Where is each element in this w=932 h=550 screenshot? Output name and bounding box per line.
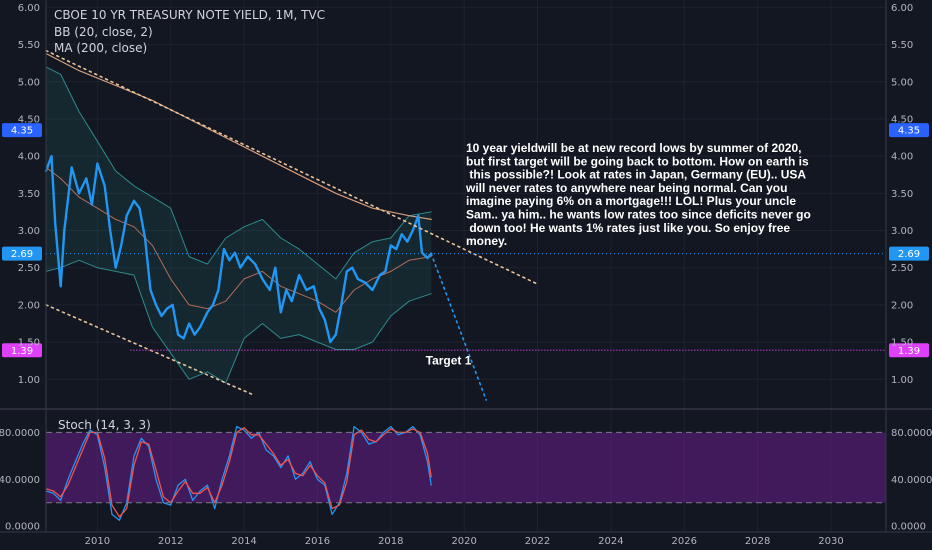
y-tick-label-right: 6.00 — [891, 3, 913, 14]
price-badge-text-left: 2.69 — [11, 249, 33, 260]
y-tick-label-right: 2.00 — [891, 300, 913, 311]
y-tick-label-right: 3.50 — [891, 189, 913, 200]
bollinger-band-area — [46, 66, 432, 384]
x-tick-label: 2012 — [158, 536, 183, 547]
x-tick-label: 2016 — [305, 536, 330, 547]
stoch-d-line — [45, 427, 432, 518]
price-badge-text-right: 4.35 — [898, 126, 920, 137]
series-lines — [44, 52, 433, 521]
bb-lower-line — [45, 259, 432, 384]
chart-title: CBOE 10 YR TREASURY NOTE YIELD, 1M, TVC — [54, 8, 325, 22]
price-line — [44, 155, 433, 344]
annotation-note-line: imagine paying 6% on a mortgage!!! LOL! … — [466, 194, 796, 208]
y-tick-label-left: 6.00 — [18, 3, 40, 14]
bollinger-band-fill — [46, 66, 432, 384]
grid-lines — [46, 0, 886, 532]
annotation-note-line: money. — [466, 234, 507, 248]
y-tick-label-right: 5.50 — [891, 40, 913, 51]
stoch-tick-label-left: 40.0000 — [0, 475, 40, 486]
price-badge-text-right: 1.39 — [898, 346, 920, 357]
price-badge-text-right: 2.69 — [898, 249, 920, 260]
x-tick-label: 2028 — [745, 536, 770, 547]
y-tick-label-left: 1.50 — [18, 338, 40, 349]
price-badge-left — [2, 343, 42, 358]
price-badge-right — [889, 123, 929, 138]
annotation-note[interactable]: 10 year yieldwill be at new record lows … — [465, 141, 811, 248]
projection-line — [430, 252, 487, 401]
y-tick-label-left: 3.50 — [18, 189, 40, 200]
x-tick-label: 2030 — [818, 536, 843, 547]
annotation-note-line: but first target will be going back to b… — [466, 154, 809, 168]
x-tick-label: 2024 — [598, 536, 623, 547]
price-badge-right — [889, 246, 929, 261]
y-tick-label-left: 4.50 — [18, 114, 40, 125]
stochastic-band — [46, 432, 886, 503]
bb-basis-line — [45, 166, 432, 313]
annotation-note-line: Sam.. ya him.. he wants low rates too si… — [466, 208, 811, 222]
y-tick-label-left: 2.50 — [18, 263, 40, 274]
price-badge-text-left: 1.39 — [11, 346, 33, 357]
axes: 6.00 6.00 5.50 5.50 5.00 5.00 4.50 4.50 4.00 4.00… — [0, 3, 932, 547]
y-tick-label-right: 3.00 — [891, 226, 913, 237]
y-tick-label-right: 1.50 — [891, 338, 913, 349]
x-tick-label: 2026 — [672, 536, 697, 547]
x-tick-label: 2020 — [451, 536, 476, 547]
x-tick-label: 2010 — [85, 536, 110, 547]
y-tick-label-right: 4.00 — [891, 152, 913, 163]
y-tick-label-right: 1.00 — [891, 375, 913, 386]
annotation-note-line: 10 year yieldwill be at new record lows … — [466, 141, 801, 155]
price-badge-left — [2, 123, 42, 138]
bb-indicator-label[interactable]: BB (20, close, 2) — [54, 25, 153, 39]
y-tick-label-right: 2.50 — [891, 263, 913, 274]
ma-indicator-label[interactable]: MA (200, close) — [54, 41, 147, 55]
y-tick-label-right: 5.00 — [891, 77, 913, 88]
x-tick-label: 2014 — [231, 536, 256, 547]
annotation-note-line: will never rates to anywhere near being … — [465, 181, 787, 195]
y-tick-label-right: 4.50 — [891, 114, 913, 125]
price-badge-text-left: 4.35 — [11, 126, 33, 137]
y-tick-label-left: 5.00 — [18, 77, 40, 88]
price-badge-right — [889, 343, 929, 358]
lower-trend-line — [45, 304, 256, 397]
y-tick-label-left: 1.00 — [18, 375, 40, 386]
x-tick-label: 2022 — [525, 536, 550, 547]
y-tick-label-left: 2.00 — [18, 300, 40, 311]
stoch-k-line — [45, 425, 432, 521]
y-tick-label-left: 4.00 — [18, 152, 40, 163]
annotation-note-line: down too! He wants 1% rates just like yo… — [466, 221, 790, 235]
stoch-tick-label-right: 0.0000 — [891, 522, 926, 533]
y-tick-label-left: 3.00 — [18, 226, 40, 237]
stoch-tick-label-left: 0.0000 — [5, 522, 40, 533]
stoch-indicator-label[interactable]: Stoch (14, 3, 3) — [58, 418, 151, 432]
chart-overlays: 4.35 4.35 2.69 2.69 1.39 1.39 — [2, 49, 929, 504]
price-badge-left — [2, 246, 42, 261]
stoch-tick-label-left: 80.0000 — [0, 428, 40, 439]
bb-upper-line — [45, 66, 432, 280]
stoch-tick-label-right: 40.0000 — [891, 475, 932, 486]
ma-200-line — [45, 52, 432, 220]
target-label[interactable]: Target 1 — [426, 353, 472, 367]
upper-trend-line — [45, 49, 539, 285]
y-tick-label-left: 5.50 — [18, 40, 40, 51]
x-tick-label: 2018 — [378, 536, 403, 547]
stoch-tick-label-right: 80.0000 — [891, 428, 932, 439]
annotation-note-line: this possible?! Look at rates in Japan, … — [466, 168, 806, 182]
